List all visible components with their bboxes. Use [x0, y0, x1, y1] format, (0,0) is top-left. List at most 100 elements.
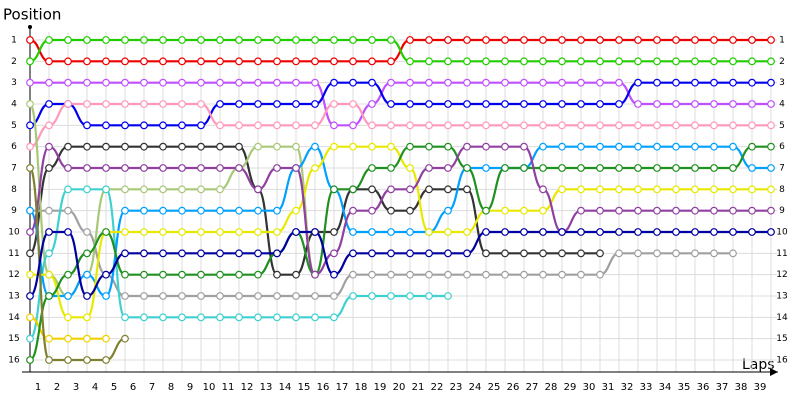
lap-point [83, 270, 91, 279]
lap-point [767, 206, 775, 215]
lap-point [729, 142, 737, 151]
lap-point [254, 100, 262, 108]
y-tick-label: 10 [8, 228, 20, 238]
lap-point [292, 121, 300, 130]
lap-point [463, 249, 471, 258]
lap-point [178, 78, 186, 87]
lap-point [577, 206, 585, 215]
x-tick-label: 8 [168, 382, 174, 393]
lap-point [216, 313, 224, 322]
lap-point [634, 206, 642, 215]
lap-point [64, 228, 72, 236]
lap-point [330, 57, 338, 66]
lap-point [596, 164, 604, 172]
lap-point [45, 334, 53, 343]
lap-point [45, 249, 53, 258]
x-tick-label: 1 [35, 382, 41, 393]
y-tick-label-right: 15 [776, 334, 787, 344]
lap-point [558, 78, 566, 87]
x-tick-label: 2 [54, 382, 60, 393]
x-tick-label: 28 [545, 382, 558, 393]
lap-point [83, 164, 91, 172]
lap-point [273, 206, 281, 215]
lap-point [292, 36, 300, 44]
lap-point [311, 36, 319, 44]
lap-point [748, 78, 756, 87]
lap-point [634, 36, 642, 44]
lap-point [501, 228, 509, 236]
lap-point [26, 334, 34, 343]
driver-line [30, 81, 771, 127]
x-tick-label: 21 [412, 382, 425, 393]
lap-point [748, 228, 756, 236]
lap-point [178, 57, 186, 66]
lap-point [311, 100, 319, 108]
lap-point [710, 228, 718, 236]
lap-point [615, 121, 623, 130]
lap-point [26, 206, 34, 215]
lap-point [349, 142, 357, 151]
lap-point [140, 185, 148, 194]
lap-point [254, 228, 262, 236]
y-tick-label-right: 8 [779, 185, 785, 195]
lap-point [254, 185, 262, 194]
lap-point [577, 36, 585, 44]
lap-point [520, 100, 528, 108]
lap-point [463, 142, 471, 151]
lap-point [729, 36, 737, 44]
x-axis-label: Laps [742, 357, 775, 373]
lap-point [539, 228, 547, 236]
lap-point [349, 100, 357, 108]
lap-point [349, 206, 357, 215]
lap-point [387, 292, 395, 300]
lap-point [64, 334, 72, 343]
lap-point [235, 228, 243, 236]
lap-point [444, 100, 452, 108]
lap-point [387, 100, 395, 108]
lap-point [235, 100, 243, 108]
lap-point [159, 100, 167, 108]
y-tick-label-right: 16 [776, 356, 788, 366]
lap-point [216, 142, 224, 151]
x-tick-label: 36 [697, 382, 710, 393]
lap-point [349, 185, 357, 194]
lap-point [216, 57, 224, 66]
lap-point [425, 100, 433, 108]
lap-point [64, 292, 72, 300]
lap-point [577, 249, 585, 258]
lap-point [273, 228, 281, 236]
lap-point [444, 121, 452, 130]
lap-point [406, 206, 414, 215]
y-tick-label-right: 10 [776, 228, 788, 238]
lap-point [406, 185, 414, 194]
lines [26, 36, 775, 364]
lap-point [653, 185, 661, 194]
lap-point [653, 142, 661, 151]
lap-point [596, 270, 604, 279]
lap-point [349, 270, 357, 279]
lap-point [311, 164, 319, 172]
lap-point [368, 164, 376, 172]
lap-point [368, 121, 376, 130]
lap-point [672, 249, 680, 258]
lap-point [463, 36, 471, 44]
lap-point [273, 313, 281, 322]
lap-point [254, 142, 262, 151]
lap-point [102, 164, 110, 172]
x-tick-label: 4 [92, 382, 98, 393]
lap-point [463, 185, 471, 194]
lap-point [45, 356, 53, 364]
lap-point [539, 206, 547, 215]
lap-point [273, 121, 281, 130]
lap-point [216, 164, 224, 172]
lap-point [216, 36, 224, 44]
lap-point [83, 356, 91, 364]
y-tick-label: 1 [11, 36, 17, 46]
lap-point [45, 100, 53, 108]
lap-point [254, 249, 262, 258]
lap-point [159, 36, 167, 44]
lap-point [83, 57, 91, 66]
lap-point [653, 164, 661, 172]
lap-point [121, 249, 129, 258]
lap-point [577, 185, 585, 194]
